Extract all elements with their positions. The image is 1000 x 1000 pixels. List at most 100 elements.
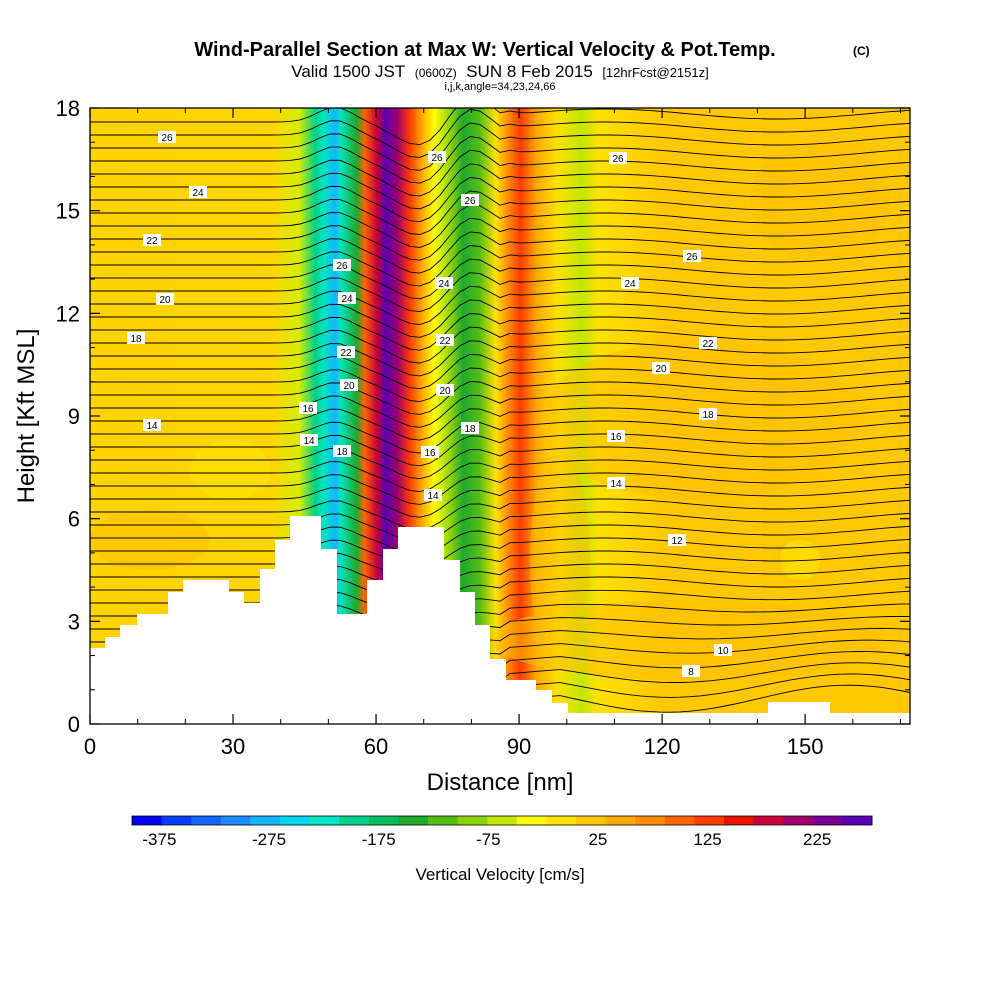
contour-label-box	[683, 250, 701, 262]
valid-date: SUN 8 Feb 2015	[466, 62, 593, 81]
theta-contour-line	[90, 299, 910, 338]
theta-contour-line	[90, 485, 910, 518]
theta-contour-labels: 26 24 22 20 18 14 26 26 26 26 26 24 22 20 16 14 18 24 22 20…	[127, 131, 732, 678]
contour-label-box	[436, 334, 454, 346]
contour-label: 22	[340, 348, 352, 359]
theta-contour-line	[90, 108, 910, 146]
plot-area: 26 24 22 20 18 14 26 26 26 26 26 24 22 20 16 14 18 24 22 20…	[90, 108, 910, 724]
theta-contour-line	[90, 313, 910, 351]
orange-patches	[90, 140, 890, 680]
contour-label: 20	[439, 386, 451, 397]
theta-contour-line	[90, 204, 910, 248]
theta-contour-line	[90, 472, 910, 505]
valid-prefix: Valid 1500 JST	[291, 62, 405, 81]
colorbar-swatch	[694, 816, 725, 825]
colorbar-swatch	[132, 816, 163, 825]
colorbar-tick-label: 125	[693, 830, 721, 849]
contour-label-box	[424, 489, 442, 501]
theta-contour-line	[90, 498, 910, 531]
colorbar-swatch	[812, 816, 843, 825]
colorbar-tick-label: -275	[252, 830, 286, 849]
colorbar-swatch	[398, 816, 429, 825]
theta-contour-line	[90, 446, 910, 480]
x-tick-label: 0	[84, 734, 96, 759]
theta-contour-line	[90, 524, 910, 557]
contour-label-box	[340, 379, 358, 391]
theta-contour-line	[90, 459, 910, 492]
colorbar-tick-label: -375	[142, 830, 176, 849]
colorbar-swatch	[368, 816, 399, 825]
colorbar-swatch	[753, 816, 784, 825]
colorbar-tick-label: 225	[803, 830, 831, 849]
contour-label-box	[189, 186, 207, 198]
contour-label: 24	[192, 188, 204, 199]
contour-label-box	[299, 402, 317, 414]
contour-label-box	[143, 419, 161, 431]
x-axis-label: Distance [nm]	[427, 769, 574, 796]
colorbar-swatch	[546, 816, 577, 825]
contour-label-box	[143, 234, 161, 246]
theta-contour-line	[90, 537, 910, 570]
contour-label: 12	[671, 536, 683, 547]
y-tick-label: 15	[56, 199, 80, 224]
contour-label-box	[668, 534, 686, 546]
x-tick-label: 120	[644, 734, 681, 759]
contour-label-box	[607, 477, 625, 489]
colorbar-swatch	[191, 816, 222, 825]
grid-indices: i,j,k,angle=34,23,24,66	[444, 81, 555, 93]
contour-label-box	[461, 194, 479, 206]
theta-contour-line	[90, 258, 910, 300]
theta-contour-line	[90, 326, 910, 364]
theta-contour-line	[90, 381, 910, 415]
contour-label: 26	[686, 252, 698, 263]
x-tick-label: 150	[787, 734, 824, 759]
colorbar-swatch	[664, 816, 695, 825]
contour-label: 20	[655, 364, 667, 375]
theta-contour-line	[90, 563, 910, 595]
colorbar-swatch	[250, 816, 281, 825]
contour-label-box	[300, 434, 318, 446]
contour-label-box	[428, 151, 446, 163]
contour-label: 24	[624, 279, 636, 290]
colorbar-swatch	[605, 816, 636, 825]
contour-label-box	[338, 292, 356, 304]
contour-label-box	[621, 277, 639, 289]
theta-contour-line	[90, 108, 910, 158]
forecast-tag: [12hrFcst@2151z]	[602, 65, 708, 80]
contour-label: 14	[146, 421, 158, 432]
colorbar-swatch	[280, 816, 311, 825]
x-tick-label: 60	[364, 734, 388, 759]
contour-label: 14	[427, 491, 439, 502]
contour-label: 20	[159, 295, 171, 306]
theta-contour-line	[90, 163, 910, 210]
contour-label-box	[333, 445, 351, 457]
colorbar-swatch	[428, 816, 459, 825]
colorbar-swatch	[516, 816, 547, 825]
theta-contour-line	[90, 353, 910, 390]
contour-label-box	[609, 152, 627, 164]
theta-contour-line	[90, 136, 910, 184]
colorbar-swatch	[161, 816, 192, 825]
contour-label-box	[699, 337, 717, 349]
contour-label: 18	[702, 410, 714, 421]
contour-label: 18	[130, 334, 142, 345]
y-tick-label: 3	[68, 609, 80, 634]
contour-label-box	[607, 430, 625, 442]
theta-contour-line	[90, 367, 910, 403]
theta-contour-line	[90, 285, 910, 325]
theta-contours	[90, 108, 910, 724]
contour-label: 26	[336, 261, 348, 272]
contour-label-box	[337, 346, 355, 358]
y-tick-label: 12	[56, 301, 80, 326]
colorbar-swatch	[724, 816, 755, 825]
contour-label: 26	[612, 154, 624, 165]
y-tick-label: 0	[68, 712, 80, 737]
terrain	[90, 516, 910, 724]
theta-contour-line	[90, 272, 910, 313]
colorbar-swatch	[576, 816, 607, 825]
contour-label-box	[436, 384, 454, 396]
contour-label: 20	[343, 381, 355, 392]
colorbar-label: Vertical Velocity [cm/s]	[415, 865, 584, 884]
colorbar-swatch	[783, 816, 814, 825]
